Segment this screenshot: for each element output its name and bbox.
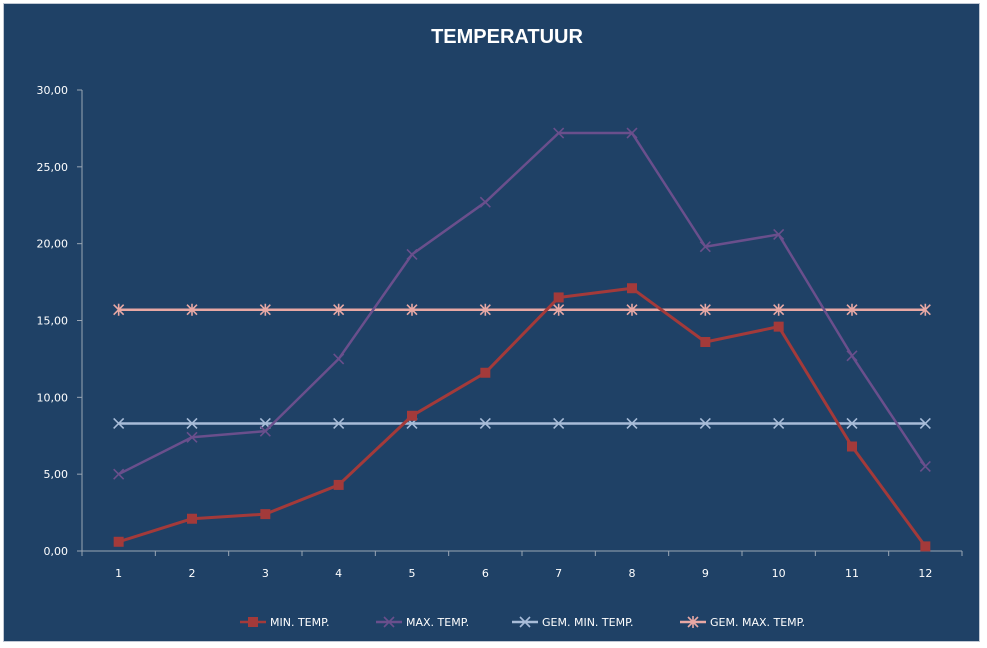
legend-label: GEM. MIN. TEMP.	[542, 616, 634, 629]
x-tick-label: 4	[335, 567, 342, 580]
y-tick-label: 15,00	[37, 315, 69, 328]
data-point	[626, 127, 638, 139]
legend-item-min-temp: MIN. TEMP.	[240, 616, 330, 629]
data-point	[553, 127, 565, 139]
x-tick-label: 8	[629, 567, 636, 580]
data-point	[479, 196, 491, 208]
data-point	[626, 303, 638, 316]
legend-label: MAX. TEMP.	[406, 616, 469, 629]
y-tick-label: 30,00	[37, 84, 69, 97]
data-point	[406, 303, 418, 316]
x-tick-label: 5	[409, 567, 416, 580]
data-point	[259, 303, 271, 316]
data-point	[846, 417, 858, 430]
data-point	[553, 303, 565, 316]
data-point	[333, 417, 345, 430]
x-tick-label: 1	[115, 567, 122, 580]
data-point	[333, 479, 344, 490]
data-point	[773, 228, 785, 241]
data-point	[260, 509, 271, 520]
legend-item-max-temp: MAX. TEMP.	[376, 616, 469, 629]
data-point	[846, 303, 858, 316]
data-point	[113, 536, 124, 547]
data-point	[699, 241, 711, 253]
data-point	[773, 303, 785, 316]
data-point	[479, 303, 491, 316]
legend-label: GEM. MAX. TEMP.	[710, 616, 805, 629]
x-tick-label: 7	[555, 567, 562, 580]
data-point	[187, 513, 197, 524]
data-point	[846, 350, 858, 362]
legend-marker	[383, 616, 395, 628]
data-point	[920, 541, 931, 552]
data-point	[919, 303, 931, 316]
data-point	[333, 303, 345, 316]
data-point	[113, 303, 125, 316]
series-gem-min-temp	[113, 417, 931, 430]
legend-marker	[519, 616, 531, 628]
x-tick-label: 9	[702, 567, 709, 580]
y-tick-label: 25,00	[37, 161, 69, 174]
data-point	[553, 292, 564, 303]
y-tick-label: 20,00	[37, 238, 69, 251]
series-gem-max-temp	[113, 303, 931, 316]
data-point	[186, 431, 198, 443]
legend-item-gem-max-temp: GEM. MAX. TEMP.	[680, 616, 805, 629]
series-max-temp	[113, 127, 931, 480]
data-point	[113, 417, 125, 430]
data-point	[113, 468, 125, 480]
data-point	[407, 410, 417, 421]
data-point	[773, 417, 785, 430]
legend-marker	[248, 617, 258, 627]
series-line-min-temp	[118, 286, 927, 548]
legend: MIN. TEMP. MAX. TEMP. GEM. MIN. TEMP. GEM. …	[240, 616, 805, 629]
data-point	[699, 417, 711, 430]
data-point	[333, 353, 345, 365]
data-point	[700, 337, 711, 348]
x-tick-label: 3	[262, 567, 269, 580]
data-point	[773, 321, 784, 332]
data-point	[919, 460, 931, 473]
legend-marker	[687, 616, 699, 628]
x-tick-label: 6	[482, 567, 489, 580]
chart-frame	[3, 3, 980, 642]
data-point	[479, 417, 491, 430]
legend-item-gem-min-temp: GEM. MIN. TEMP.	[512, 616, 634, 629]
data-point	[553, 417, 565, 430]
y-tick-label: 10,00	[37, 391, 69, 404]
series-min-temp	[113, 283, 931, 552]
y-tick-label: 0,00	[44, 545, 69, 558]
data-point	[259, 425, 271, 437]
data-point	[626, 417, 638, 430]
chart-title: TEMPERATUUR	[431, 26, 583, 48]
series-layer	[113, 127, 931, 552]
x-tick-label: 2	[189, 567, 196, 580]
data-point	[847, 441, 857, 452]
x-tick-label: 11	[845, 567, 859, 580]
data-point	[406, 248, 418, 260]
data-point	[186, 303, 198, 316]
series-line-max-temp	[118, 131, 927, 476]
legend-label: MIN. TEMP.	[270, 616, 330, 629]
x-tick-label: 12	[918, 567, 932, 580]
data-point	[919, 417, 931, 430]
data-point	[480, 367, 491, 378]
data-point	[186, 417, 198, 430]
x-tick-label: 10	[772, 567, 786, 580]
y-tick-label: 5,00	[44, 468, 69, 481]
data-point	[699, 303, 711, 316]
data-point	[627, 283, 637, 294]
